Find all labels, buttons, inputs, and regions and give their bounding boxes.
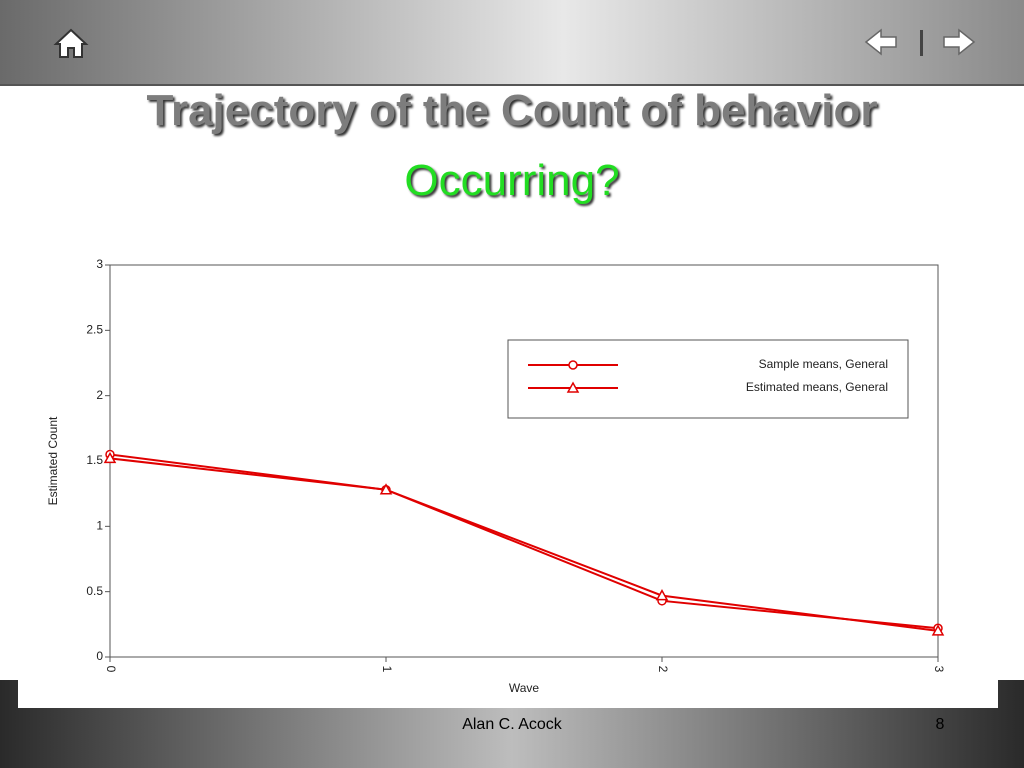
y-tick-label: 2.5 bbox=[86, 323, 103, 337]
marker-circle bbox=[568, 360, 578, 370]
series-line bbox=[109, 457, 939, 632]
separator bbox=[920, 30, 923, 56]
y-tick-label: 3 bbox=[96, 257, 103, 271]
y-tick-label: 0.5 bbox=[86, 584, 103, 598]
marker-triangle bbox=[103, 451, 117, 464]
y-tick-label: 2 bbox=[96, 388, 103, 402]
y-tick-label: 1 bbox=[96, 519, 103, 533]
marker-triangle bbox=[931, 624, 945, 636]
series-line bbox=[109, 453, 939, 630]
y-axis-label: Estimated Count bbox=[46, 416, 60, 505]
header-bar bbox=[0, 0, 1024, 86]
chart: 0 0.5 1 1.5 2 2.5 3 0 1 2 3 Wave Estimated Count Samp… bbox=[46, 257, 946, 695]
x-tick-label: 0 bbox=[104, 666, 118, 673]
x-tick-label: 1 bbox=[380, 666, 394, 673]
chart-panel: 0 0.5 1 1.5 2 2.5 3 0 1 2 3 Wave Estimated Count Samp… bbox=[18, 255, 998, 708]
legend-label: Estimated means, General bbox=[746, 380, 888, 394]
forward-arrow[interactable] bbox=[943, 28, 976, 56]
legend-box bbox=[507, 339, 909, 419]
x-tick-label: 2 bbox=[656, 666, 670, 673]
plot-frame bbox=[109, 264, 939, 658]
nav-icons bbox=[53, 28, 976, 58]
x-tick-label: 3 bbox=[932, 666, 946, 673]
y-tick-label: 1.5 bbox=[86, 453, 103, 467]
marker-triangle bbox=[379, 483, 393, 495]
x-axis-label: Wave bbox=[509, 681, 540, 695]
y-tick-label: 0 bbox=[96, 649, 103, 663]
marker-triangle bbox=[566, 381, 580, 393]
legend: Sample means, General Estimated means, Ge… bbox=[507, 339, 909, 419]
page-number: 8 bbox=[935, 716, 945, 733]
title-highlight: Occurring? bbox=[404, 156, 620, 205]
title: Trajectory of the Count of behavior bbox=[146, 86, 878, 135]
footer-text: Alan C. Acock bbox=[462, 716, 562, 733]
legend-label: Sample means, General bbox=[759, 357, 888, 371]
marker-triangle bbox=[655, 589, 669, 601]
home-icon[interactable] bbox=[53, 28, 89, 58]
back-arrow[interactable] bbox=[864, 28, 897, 56]
